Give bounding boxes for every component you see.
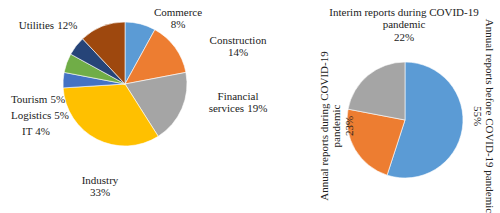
value-label: 5% [54, 109, 69, 121]
category-label: Commerce [154, 6, 202, 18]
label-line: Interim reports during COVID-19 [329, 6, 479, 18]
slice-label: IT4% [22, 125, 50, 137]
pie [347, 62, 463, 178]
label-line: pandemic [330, 105, 342, 148]
value-label: 19% [247, 102, 267, 114]
category-label: Utilities [19, 19, 54, 31]
slice-label: Annual reports during COVID-19pandemic23… [318, 51, 355, 201]
label-line: Annual reports during COVID-19 [318, 51, 330, 201]
category-label: Financial [218, 90, 259, 102]
value-label: 23% [343, 116, 355, 136]
label-line: services19% [209, 102, 268, 114]
value-label: 4% [35, 125, 50, 137]
label-line: Utilities12% [19, 19, 78, 31]
label-line: Financial [218, 90, 259, 102]
value-label: 5% [50, 93, 65, 105]
slice-label: Utilities12% [19, 19, 78, 31]
label-line: IT4% [22, 125, 50, 137]
category-label: services [209, 102, 244, 114]
category-label: IT [22, 125, 33, 137]
category-label: Tourism [11, 93, 48, 105]
category-label: Industry [82, 174, 119, 186]
label-line: pandemic [383, 18, 426, 30]
slice-label: Industry33% [82, 174, 119, 199]
value-label: 14% [228, 46, 248, 58]
label-line: Construction [210, 34, 267, 46]
pie [63, 22, 187, 146]
pie-slice [83, 22, 125, 84]
value-label: 12% [57, 19, 77, 31]
label-line: Logistics5% [11, 109, 69, 121]
category-label: Logistics [11, 109, 51, 121]
slice-label: Annual reports before COVID-19 pandemic5… [472, 19, 497, 213]
category-label: Annual reports before COVID-19 pandemic [484, 19, 496, 213]
slice-label: Financialservices19% [209, 90, 268, 115]
label-line: Tourism5% [11, 93, 65, 105]
category-label: pandemic [383, 18, 426, 30]
category-label: Construction [210, 34, 267, 46]
pie-slice [63, 84, 158, 146]
value-label: 8% [171, 18, 186, 30]
value-label: 22% [394, 31, 414, 43]
label-line: Annual reports before COVID-19 pandemic [484, 19, 496, 213]
pie-slice [347, 109, 405, 175]
label-line: Industry [82, 174, 119, 186]
slice-label: Interim reports during COVID-19pandemic2… [329, 6, 479, 43]
category-label: pandemic [330, 105, 342, 148]
category-label: Interim reports during COVID-19 [329, 6, 479, 18]
pie-slice [348, 62, 405, 120]
slice-label: Logistics5% [11, 109, 69, 121]
slice-label: Construction14% [210, 34, 267, 59]
category-label: Annual reports during COVID-19 [318, 51, 330, 201]
value-label: 33% [90, 186, 110, 198]
value-label: 55% [472, 106, 484, 126]
label-line: Commerce [154, 6, 202, 18]
chart-canvas: Commerce8% Construction14% Financialservic… [0, 0, 500, 213]
slice-label: Tourism5% [11, 93, 65, 105]
slice-label: Commerce8% [154, 6, 202, 31]
